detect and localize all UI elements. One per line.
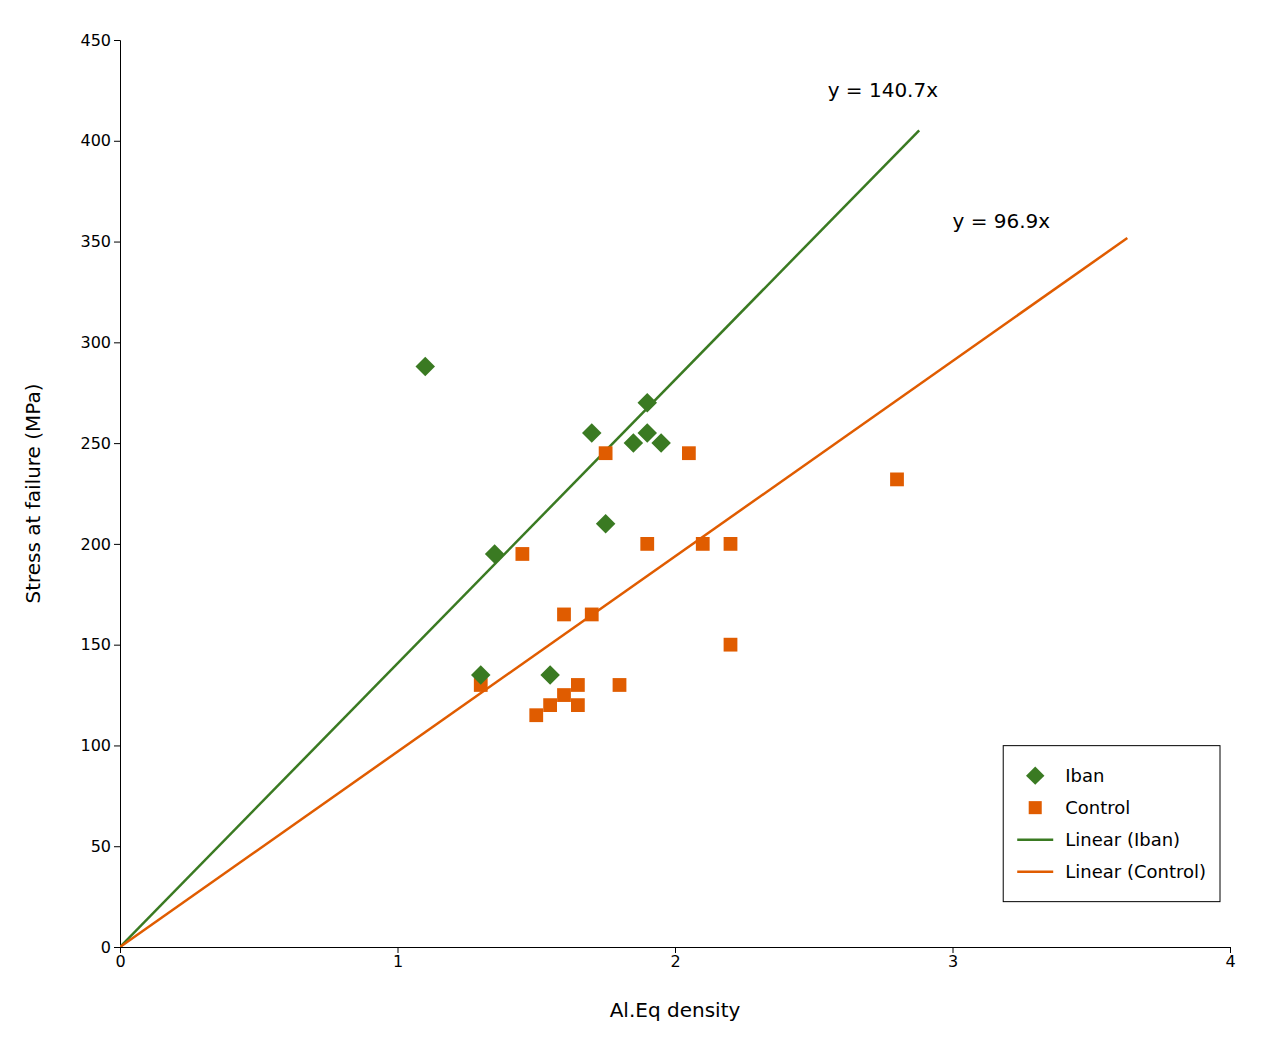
point xyxy=(596,514,615,533)
chart: 0 1 2 3 4 0 50 100 150 200 250 300 350 400 450 y = 140.… xyxy=(0,0,1280,1047)
point xyxy=(540,665,559,684)
point xyxy=(613,678,627,692)
point xyxy=(543,698,557,712)
point xyxy=(416,357,435,376)
x-axis-title: Al.Eq density xyxy=(610,998,741,1022)
point xyxy=(638,423,657,442)
tick-label: 4 xyxy=(1225,952,1235,971)
tick-mark xyxy=(114,342,120,343)
legend-swatch xyxy=(1017,838,1053,841)
tick: 0 xyxy=(115,947,125,971)
x-axis: 0 1 2 3 4 xyxy=(115,947,1235,971)
legend-label: Linear (Iban) xyxy=(1065,829,1180,850)
equation-label: y = 96.9x xyxy=(953,209,1051,233)
tick-label: 50 xyxy=(91,837,111,856)
tick-mark xyxy=(114,40,120,41)
point xyxy=(651,433,670,452)
point xyxy=(557,688,571,702)
point xyxy=(571,698,585,712)
legend-item: Linear (Control) xyxy=(1017,861,1206,882)
point xyxy=(724,537,738,551)
tick: 4 xyxy=(1225,947,1235,971)
equation-label: y = 140.7x xyxy=(828,78,939,102)
tick-mark xyxy=(114,645,120,646)
tick-label: 1 xyxy=(393,952,403,971)
legend-swatch xyxy=(1029,801,1042,814)
legend-swatch xyxy=(1017,870,1053,873)
tick: 2 xyxy=(670,947,680,971)
point xyxy=(557,608,571,622)
tick-label: 150 xyxy=(80,635,111,654)
tick-mark xyxy=(114,846,120,847)
y-axis: 0 50 100 150 200 250 300 350 400 450 xyxy=(80,31,120,957)
point xyxy=(696,537,710,551)
legend: Iban Control Linear (Iban) Linear (Control) xyxy=(1003,746,1220,902)
tick: 400 xyxy=(80,131,120,150)
tick-label: 3 xyxy=(948,952,958,971)
tick: 350 xyxy=(80,232,120,251)
tick-label: 350 xyxy=(80,232,111,251)
point xyxy=(571,678,585,692)
tick-label: 250 xyxy=(80,434,111,453)
point xyxy=(640,537,654,551)
tick-label: 300 xyxy=(80,333,111,352)
tick-label: 0 xyxy=(101,938,111,957)
legend-label: Iban xyxy=(1065,765,1104,786)
tick: 100 xyxy=(80,736,120,755)
point xyxy=(471,665,490,684)
legend-box xyxy=(1003,746,1220,902)
point xyxy=(485,544,504,563)
point xyxy=(624,433,643,452)
tick-mark xyxy=(114,443,120,444)
y-axis-title: Stress at failure (MPa) xyxy=(21,383,45,603)
point xyxy=(515,547,529,561)
tick: 0 xyxy=(101,938,120,957)
regression-line xyxy=(120,130,919,947)
point xyxy=(599,446,613,460)
tick: 450 xyxy=(80,31,120,50)
tick: 3 xyxy=(948,947,958,971)
legend-item: Iban xyxy=(1026,765,1104,786)
tick: 250 xyxy=(80,434,120,453)
regression-line xyxy=(120,238,1127,947)
marks xyxy=(120,130,1127,947)
tick-label: 400 xyxy=(80,131,111,150)
tick-label: 100 xyxy=(80,736,111,755)
point xyxy=(890,472,904,486)
legend-item: Control xyxy=(1029,797,1131,818)
legend-swatch xyxy=(1026,766,1044,784)
point xyxy=(638,393,657,412)
point xyxy=(585,608,599,622)
annotations: y = 140.7x y = 96.9x xyxy=(828,78,1051,233)
tick-mark xyxy=(114,141,120,142)
plot: 0 1 2 3 4 0 50 100 150 200 250 300 350 400 450 y = 140.… xyxy=(80,31,1235,972)
point xyxy=(582,423,601,442)
point xyxy=(682,446,696,460)
tick-label: 2 xyxy=(670,952,680,971)
tick-label: 450 xyxy=(80,31,111,50)
tick: 150 xyxy=(80,635,120,654)
point xyxy=(724,638,738,652)
tick-mark xyxy=(114,544,120,545)
legend-label: Control xyxy=(1065,797,1130,818)
tick: 50 xyxy=(91,837,120,856)
tick-mark xyxy=(114,242,120,243)
tick-mark xyxy=(114,745,120,746)
tick: 1 xyxy=(393,947,403,971)
tick: 300 xyxy=(80,333,120,352)
tick-label: 0 xyxy=(115,952,125,971)
tick: 200 xyxy=(80,535,120,554)
legend-item: Linear (Iban) xyxy=(1017,829,1180,850)
point xyxy=(529,708,543,722)
tick-mark xyxy=(114,947,120,948)
axis-line xyxy=(114,41,121,948)
legend-label: Linear (Control) xyxy=(1065,861,1206,882)
tick-label: 200 xyxy=(80,535,111,554)
